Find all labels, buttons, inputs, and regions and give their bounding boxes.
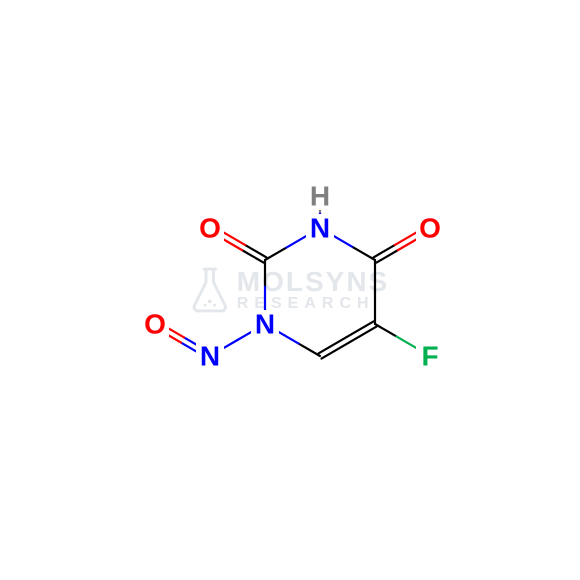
atom-label-o2: O xyxy=(199,213,221,244)
atom-label-n3: N xyxy=(310,213,330,244)
atom-label-n1: N xyxy=(255,309,275,340)
atom-label-nn: N xyxy=(200,341,220,372)
atom-label-h3: H xyxy=(310,181,330,212)
chemical-structure: N N O H O F N O xyxy=(0,0,580,580)
atom-label-o4: O xyxy=(419,213,441,244)
atom-label-f5: F xyxy=(421,341,438,372)
atom-label-on: O xyxy=(144,309,166,340)
